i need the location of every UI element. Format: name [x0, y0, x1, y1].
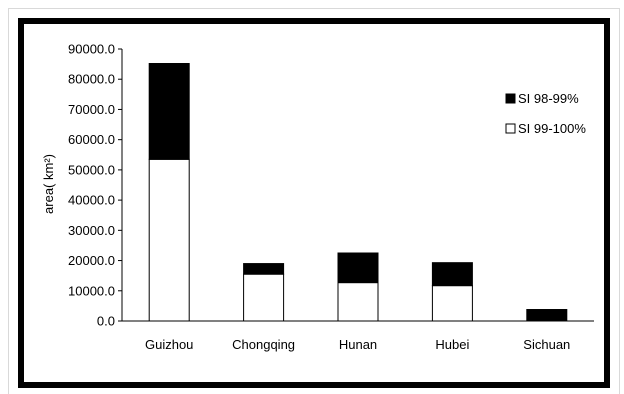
chart-frame: [18, 18, 610, 388]
bar-chongqing-si-99-100-: [243, 273, 285, 322]
y-tick-label: 80000.0: [68, 72, 115, 87]
y-tick-label: 90000.0: [68, 42, 115, 57]
legend-swatch: [505, 123, 516, 134]
x-tick-label: Guizhou: [145, 337, 193, 352]
x-tick-label: Hunan: [339, 337, 377, 352]
y-tick-label: 30000.0: [68, 223, 115, 238]
x-tick-labels: Guizhou Chongqing Hunan Hubei Sichuan: [145, 337, 570, 352]
bar-guizhou-si-98-99-: [148, 63, 190, 160]
x-tick-label: Sichuan: [523, 337, 570, 352]
y-tick-label: 50000.0: [68, 162, 115, 177]
legend: SI 98-99% SI 99-100%: [505, 91, 586, 136]
y-axis-label: area( km²): [41, 154, 56, 214]
bar-hunan-si-99-100-: [337, 282, 379, 322]
bar-sichuan-si-98-99-: [526, 309, 568, 322]
page-frame: [8, 8, 620, 394]
legend-swatch: [505, 93, 516, 104]
x-tick-label: Hubei: [435, 337, 469, 352]
legend-label: SI 98-99%: [518, 91, 579, 106]
bars: [148, 63, 568, 322]
bar-guizhou-si-99-100-: [148, 158, 190, 322]
y-tick-label: 60000.0: [68, 132, 115, 147]
y-tick-label: 20000.0: [68, 253, 115, 268]
bar-hubei-si-99-100-: [431, 285, 473, 322]
y-tick-label: 10000.0: [68, 283, 115, 298]
y-tick-label: 70000.0: [68, 102, 115, 117]
y-tick-label: 40000.0: [68, 193, 115, 208]
bar-chongqing-si-98-99-: [243, 263, 285, 275]
x-tick-label: Chongqing: [232, 337, 295, 352]
y-tick-label: 0.0: [97, 314, 115, 329]
bar-hunan-si-98-99-: [337, 252, 379, 284]
legend-label: SI 99-100%: [518, 121, 586, 136]
bar-hubei-si-98-99-: [431, 262, 473, 287]
y-tick-labels: 0.0 10000.0 20000.0 30000.0 40000.0 50000.0 60…: [68, 42, 115, 329]
